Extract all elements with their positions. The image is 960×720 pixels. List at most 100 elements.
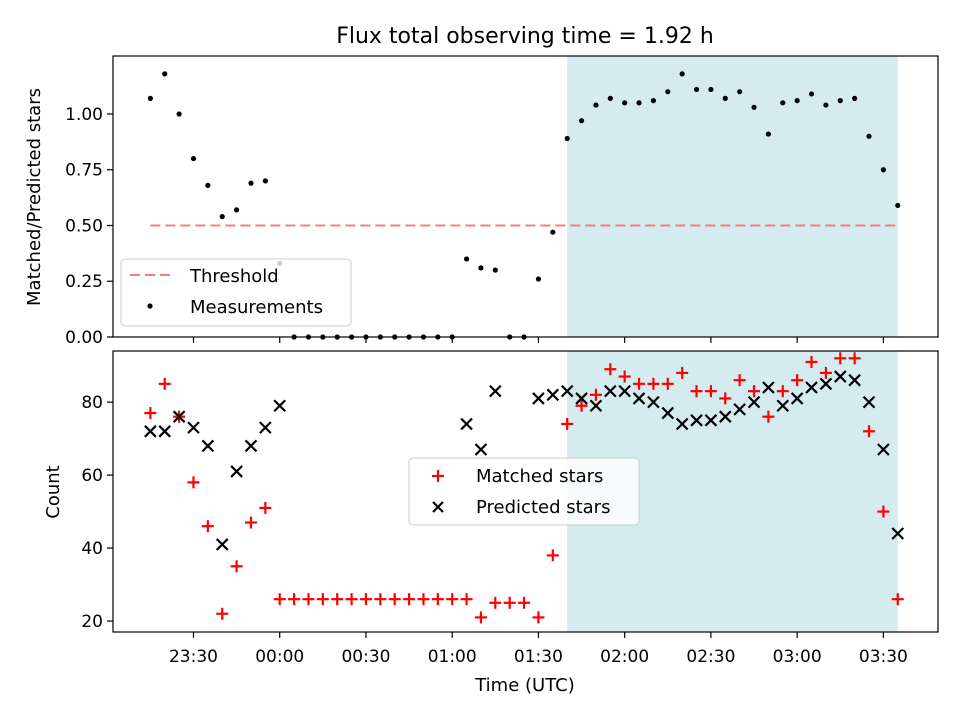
predicted-star-point	[144, 425, 157, 438]
matched-star-point	[374, 593, 387, 606]
measurement-point	[162, 71, 168, 77]
measurement-point	[463, 256, 470, 262]
bottom-xtick-label: 03:00	[773, 647, 822, 667]
predicted-star-point	[790, 392, 804, 405]
bottom-legend-box	[408, 457, 640, 526]
bottom-xtick-label: 23:30	[169, 647, 218, 667]
matched-star-point	[158, 377, 171, 390]
predicted-star-point	[172, 410, 186, 423]
predicted-star-point	[877, 443, 890, 456]
top-ytick-label: 0.25	[65, 272, 103, 292]
matched-star-point	[331, 593, 344, 606]
predicted-star-point	[618, 384, 631, 398]
matched-star-point	[618, 370, 631, 383]
matched-star-point	[388, 593, 401, 606]
bottom-xtick-label: 02:30	[686, 647, 735, 667]
bottom-xlabel: Time (UTC)	[474, 675, 575, 696]
predicted-star-point	[833, 370, 847, 383]
measurement-point	[636, 100, 642, 106]
matched-star-point	[144, 407, 157, 420]
predicted-star-point	[460, 417, 473, 431]
matched-star-point	[316, 593, 329, 606]
matched-star-point	[216, 607, 229, 620]
matched-star-point	[791, 374, 804, 387]
matched-star-point	[819, 366, 832, 379]
predicted-stars-points	[144, 370, 905, 551]
predicted-star-point	[215, 538, 229, 551]
matched-star-point	[489, 596, 502, 609]
matched-star-point	[302, 593, 315, 606]
predicted-star-point	[805, 381, 818, 394]
matched-star-point	[719, 392, 732, 405]
matched-star-point	[230, 560, 243, 573]
matched-star-point	[748, 385, 761, 398]
measurements-points	[147, 71, 901, 340]
bottom-legend: Matched stars Predicted stars	[408, 457, 640, 526]
matched-star-point	[259, 501, 272, 514]
legend-threshold-label: Threshold	[189, 266, 279, 287]
predicted-star-point	[589, 399, 603, 413]
predicted-star-point	[259, 421, 272, 434]
matched-star-point	[690, 385, 703, 398]
predicted-star-point	[733, 403, 746, 416]
measurement-point	[478, 265, 484, 271]
matched-star-point	[704, 385, 717, 398]
bottom-xtick-label: 00:30	[341, 647, 390, 667]
matched-star-point	[633, 377, 646, 390]
matched-star-point	[273, 593, 286, 606]
measurement-point	[895, 202, 901, 209]
bottom-ytick-label: 60	[81, 466, 103, 486]
matched-star-point	[244, 516, 257, 529]
predicted-star-point	[201, 439, 215, 453]
top-axes-frame	[112, 55, 939, 338]
matched-star-point	[446, 593, 459, 606]
top-shaded-region	[567, 56, 898, 337]
measurement-point	[578, 118, 585, 124]
matched-star-point	[647, 377, 660, 390]
measurement-point	[262, 178, 268, 184]
matched-star-point	[288, 593, 301, 606]
measurement-point	[679, 71, 685, 77]
bottom-xtick-label: 03:30	[859, 647, 908, 667]
legend-predicted-swatch	[432, 501, 444, 513]
measurement-point	[607, 95, 613, 101]
bottom-ytick-label: 80	[81, 393, 103, 413]
measurement-point	[823, 102, 829, 108]
predicted-star-point	[719, 410, 732, 423]
bottom-ylabel: Count	[43, 465, 64, 518]
predicted-star-point	[230, 465, 243, 478]
matched-star-point	[474, 611, 487, 624]
measurement-point	[564, 135, 570, 142]
top-panel: 0.00 0.25 0.50 0.75 1.00 Matched/Predicted s…	[24, 55, 939, 348]
chart-title: Flux total observing time = 1.92 h	[336, 24, 714, 49]
matched-star-point	[503, 596, 516, 609]
matched-star-point	[187, 476, 200, 489]
measurement-point	[866, 133, 872, 139]
measurement-point	[622, 100, 628, 106]
predicted-star-point	[158, 425, 172, 438]
predicted-star-point	[776, 399, 790, 413]
matched-star-point	[532, 611, 545, 624]
predicted-star-point	[575, 392, 588, 405]
predicted-star-point	[862, 395, 876, 409]
predicted-star-point	[244, 439, 258, 453]
matched-star-point	[518, 596, 531, 609]
matched-star-point	[604, 363, 617, 376]
matched-star-point	[805, 355, 818, 368]
matched-star-point	[863, 425, 876, 438]
predicted-star-point	[661, 406, 675, 420]
bottom-axes-frame	[112, 350, 939, 633]
matched-star-point	[877, 505, 890, 518]
predicted-star-point	[762, 381, 775, 394]
predicted-star-point	[560, 384, 574, 398]
measurement-point	[852, 95, 858, 101]
measurement-point	[492, 267, 498, 273]
measurement-point	[248, 180, 254, 186]
matched-star-point	[345, 593, 358, 606]
measurement-point	[593, 102, 599, 108]
bottom-x-ticks: 23:30 00:00 00:30 01:00 01:30 02:00 02:30 03:00…	[169, 632, 908, 667]
matched-star-point	[546, 549, 559, 562]
matched-star-point	[561, 417, 574, 430]
legend-measurements-swatch	[147, 303, 153, 309]
predicted-star-point	[546, 388, 560, 402]
